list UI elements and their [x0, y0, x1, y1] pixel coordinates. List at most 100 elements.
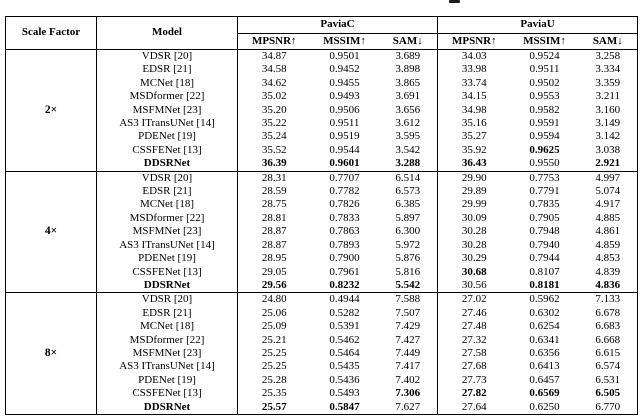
value-cell: 29.05 [237, 265, 311, 279]
value-cell: 35.52 [237, 143, 311, 158]
value-cell: 3.691 [395, 90, 421, 103]
model-cell: VDSR [20] [96, 292, 238, 307]
value-cell: 6.385 [395, 198, 421, 211]
value-cell: 35.20 [237, 103, 311, 118]
value-cell: 30.09 [437, 211, 511, 226]
value-cell: 0.6302 [529, 306, 560, 319]
value-cell: 33.98 [437, 63, 511, 77]
value-cell: 0.8107 [529, 265, 560, 278]
value-cell: 3.359 [595, 76, 621, 89]
model-cell: MCNet [18] [96, 198, 238, 212]
value-cell: 35.24 [237, 130, 311, 144]
value-cell: 27.73 [437, 373, 511, 388]
value-cell: 0.9519 [329, 130, 360, 143]
header-metric-sam-paviac: SAM↓ [378, 33, 438, 50]
header-group-paviac: PaviaC [236, 16, 438, 34]
value-cell: 34.58 [237, 63, 311, 77]
header-row-metrics: MPSNR↑ MSSIM↑ SAM↓ MPSNR↑ MSSIM↑ SAM↓ [6, 33, 638, 50]
value-cell: 7.133 [595, 293, 621, 306]
value-cell: 25.25 [237, 346, 311, 361]
value-cell: 29.56 [237, 278, 311, 294]
table-row: MSDformer [22] 25.21 0.5462 7.427 27.32 0.634… [6, 333, 638, 347]
value-cell: 0.7948 [529, 225, 560, 238]
value-cell: 0.8232 [310, 278, 379, 294]
scale-cell: 4× [5, 171, 97, 294]
header-metric-mssim-paviau: MSSIM↑ [510, 33, 579, 50]
model-cell: MSFMNet [23] [96, 103, 238, 118]
value-cell: 4.836 [578, 278, 638, 294]
value-cell: 34.03 [437, 49, 511, 64]
value-cell: 4.885 [595, 211, 621, 224]
model-cell: MCNet [18] [96, 76, 238, 91]
value-cell: 27.32 [437, 333, 511, 347]
value-cell: 0.9502 [529, 76, 560, 89]
value-cell: 5.876 [395, 252, 421, 265]
value-cell: 3.542 [395, 143, 421, 156]
table-row: MSDformer [22] 28.81 0.7833 5.897 30.09 0.790… [6, 211, 638, 226]
value-cell: 35.22 [237, 117, 311, 131]
table-row: MSFMNet [23] 25.25 0.5464 7.449 27.58 0.6356 6… [6, 346, 638, 361]
value-cell: 0.4944 [329, 293, 360, 306]
value-cell: 0.7940 [529, 238, 560, 251]
value-cell: 0.7826 [329, 198, 360, 211]
value-cell: 0.7835 [529, 198, 560, 211]
value-cell: 5.897 [395, 211, 421, 224]
table-row: 4× VDSR [20] 28.31 0.7707 6.514 29.90 0.7753 4.… [5, 171, 638, 294]
value-cell: 0.6254 [529, 320, 560, 333]
value-cell: 3.038 [595, 143, 621, 156]
table-row: EDSR [21] 25.06 0.5282 7.507 27.46 0.6302 6.67… [6, 306, 638, 321]
value-cell: 25.09 [237, 320, 311, 334]
model-cell: VDSR [20] [96, 49, 238, 64]
table-row: MCNet [18] 34.62 0.9455 3.865 33.74 0.9502 3.3… [6, 76, 638, 91]
value-cell: 28.59 [237, 185, 311, 199]
value-cell: 28.81 [237, 211, 311, 226]
value-cell: 3.334 [595, 63, 621, 76]
value-cell: 4.853 [595, 252, 621, 265]
header-metric-mpsnr-paviau: MPSNR↑ [437, 33, 511, 50]
value-cell: 3.595 [395, 130, 421, 143]
value-cell: 34.15 [437, 90, 511, 104]
table-row: AS3 ITransUNet [14] 28.87 0.7893 5.972 30.28… [6, 238, 638, 253]
value-cell: 3.142 [595, 130, 621, 143]
value-cell: 5.816 [395, 265, 421, 278]
value-cell: 36.39 [237, 157, 311, 172]
value-cell: 6.573 [395, 185, 421, 198]
value-cell: 0.9493 [329, 90, 360, 103]
table-row: MSFMNet [23] 35.20 0.9506 3.656 34.98 0.9582 3… [6, 103, 638, 118]
value-cell: 7.402 [395, 373, 421, 386]
header-group-paviau: PaviaU [437, 16, 638, 34]
model-cell: MSFMNet [23] [96, 346, 238, 361]
value-cell: 3.898 [395, 63, 421, 76]
model-cell: DDSRNet [96, 278, 238, 294]
value-cell: 0.6356 [529, 346, 560, 359]
table-header: Scale Factor Model PaviaC PaviaU MPSNR↑ … [5, 16, 638, 50]
value-cell: 0.9594 [529, 130, 560, 143]
cropped-caption-fragment [449, 0, 460, 3]
value-cell: 0.5493 [329, 387, 360, 400]
model-cell: PDENet [19] [96, 373, 238, 388]
value-cell: 7.427 [395, 333, 421, 346]
value-cell: 3.288 [378, 157, 438, 172]
value-cell: 4.917 [595, 198, 621, 211]
value-cell: 0.6250 [510, 400, 579, 415]
value-cell: 6.300 [395, 225, 421, 238]
value-cell: 25.57 [237, 400, 311, 415]
model-cell: MSDformer [22] [96, 333, 238, 347]
value-cell: 27.48 [437, 320, 511, 334]
header-scale-factor: Scale Factor [5, 16, 97, 50]
value-cell: 5.542 [378, 278, 438, 294]
value-cell: 36.43 [437, 157, 511, 172]
table-row: 2× VDSR [20] 34.87 0.9501 3.689 34.03 0.9524 3.… [5, 49, 638, 172]
value-cell: 7.417 [395, 360, 421, 373]
value-cell: 0.5462 [329, 333, 360, 346]
table-row: PDENet [19] 25.28 0.5436 7.402 27.73 0.6457 6.… [6, 373, 638, 388]
value-cell: 3.865 [395, 76, 421, 89]
value-cell: 6.574 [595, 360, 621, 373]
model-cell: EDSR [21] [96, 63, 238, 77]
value-cell: 28.87 [237, 238, 311, 253]
value-cell: 27.02 [437, 292, 511, 307]
model-cell: EDSR [21] [96, 185, 238, 199]
value-cell: 3.211 [595, 90, 620, 103]
model-cell: CSSFENet [13] [96, 143, 238, 158]
value-cell: 0.7707 [329, 171, 360, 184]
